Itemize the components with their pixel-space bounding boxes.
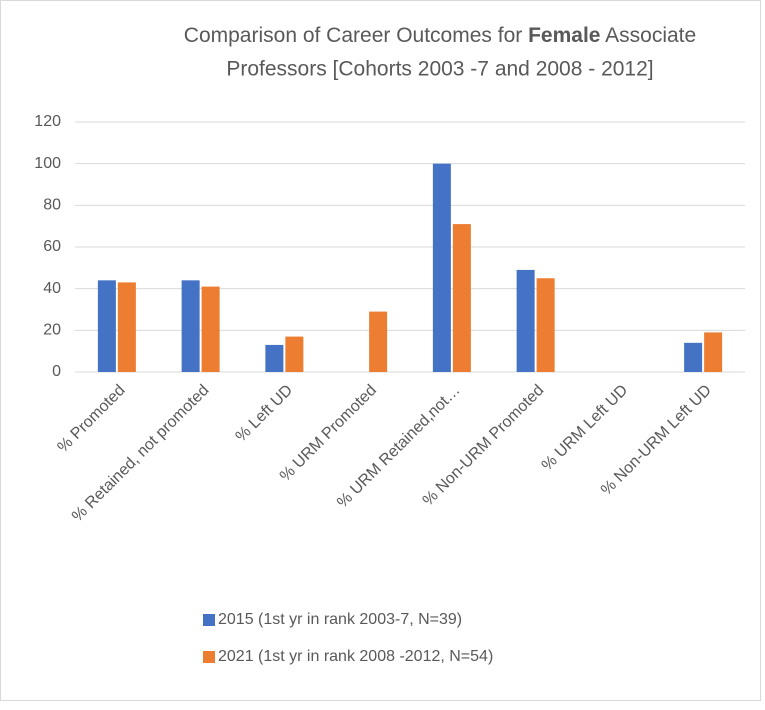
- y-tick-label: 20: [43, 322, 61, 339]
- bar: [452, 224, 471, 372]
- legend-label: 2021 (1st yr in rank 2008 -2012, N=54): [218, 648, 493, 665]
- title-part: Female: [528, 24, 600, 47]
- y-tick-label: 100: [34, 155, 61, 172]
- bar: [704, 332, 723, 372]
- bar: [432, 163, 451, 372]
- chart-title: Professors [Cohorts 2003 -7 and 2008 - 2…: [226, 58, 653, 81]
- title-part: Associate: [605, 24, 696, 47]
- bar: [265, 344, 284, 372]
- bar: [285, 336, 304, 372]
- legend-swatch: [203, 651, 215, 663]
- bar: [536, 278, 555, 372]
- y-tick-label: 40: [43, 280, 61, 297]
- bar: [684, 342, 703, 372]
- chart-title: Comparison of Career Outcomes for Female…: [184, 24, 696, 47]
- y-tick-label: 80: [43, 197, 61, 214]
- bar: [516, 269, 535, 372]
- legend-label: 2015 (1st yr in rank 2003-7, N=39): [218, 611, 462, 628]
- bar: [369, 311, 388, 372]
- bar: [97, 280, 116, 372]
- bar: [181, 280, 200, 372]
- y-tick-label: 0: [52, 363, 61, 380]
- legend-swatch: [203, 614, 215, 626]
- bar: [117, 282, 136, 372]
- y-tick-label: 60: [43, 238, 61, 255]
- y-tick-label: 120: [34, 113, 61, 130]
- title-part: Comparison of Career Outcomes for: [184, 24, 522, 47]
- bar: [201, 286, 220, 372]
